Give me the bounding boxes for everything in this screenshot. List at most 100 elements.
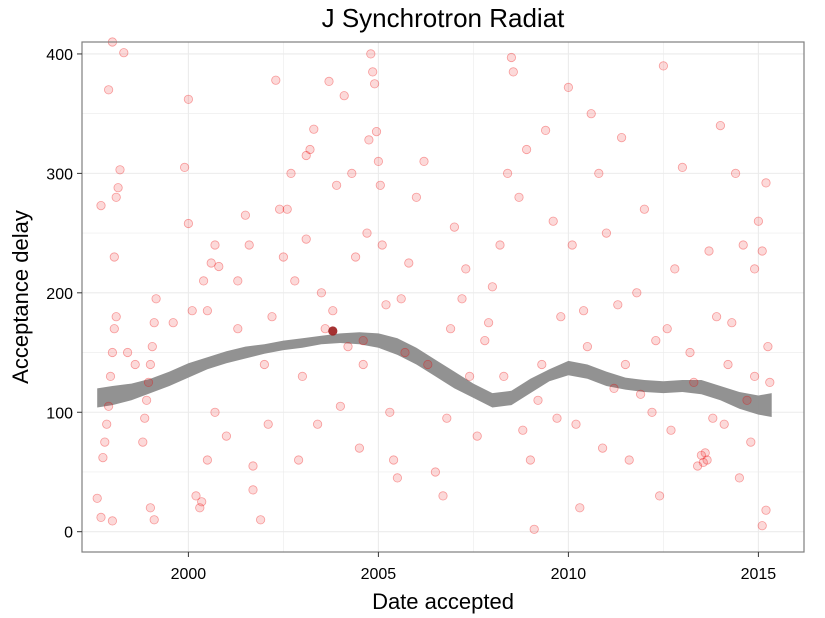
data-point bbox=[301, 150, 311, 161]
data-point bbox=[168, 318, 178, 328]
data-point bbox=[339, 91, 349, 101]
data-point bbox=[552, 413, 562, 423]
data-point bbox=[290, 276, 300, 286]
data-point bbox=[442, 413, 452, 423]
y-axis-title: Acceptance delay bbox=[8, 210, 33, 384]
data-point bbox=[362, 228, 372, 238]
data-point bbox=[601, 228, 612, 238]
data-point bbox=[423, 359, 433, 370]
data-point bbox=[704, 246, 714, 256]
data-point bbox=[480, 335, 490, 346]
data-point bbox=[392, 473, 402, 483]
data-point bbox=[145, 503, 155, 513]
data-point bbox=[274, 204, 285, 214]
data-point bbox=[567, 240, 577, 250]
data-point bbox=[639, 204, 650, 214]
data-point bbox=[354, 443, 364, 453]
data-point bbox=[400, 347, 410, 358]
data-point-highlighted bbox=[328, 326, 338, 336]
data-point bbox=[364, 135, 374, 145]
data-point bbox=[620, 359, 631, 370]
data-point bbox=[210, 240, 220, 250]
data-point bbox=[761, 178, 771, 188]
data-point bbox=[347, 168, 357, 178]
data-point bbox=[331, 180, 342, 190]
data-point bbox=[115, 165, 125, 175]
data-point bbox=[719, 419, 729, 429]
data-point bbox=[214, 261, 224, 272]
data-point bbox=[685, 347, 695, 358]
data-point bbox=[366, 49, 376, 59]
data-point bbox=[282, 204, 292, 214]
data-point bbox=[109, 252, 119, 262]
data-point bbox=[715, 121, 726, 131]
data-point bbox=[145, 359, 155, 370]
data-point bbox=[96, 512, 106, 523]
x-tick-label: 2000 bbox=[171, 566, 207, 583]
y-tick-label: 0 bbox=[64, 525, 73, 542]
data-point bbox=[616, 133, 627, 143]
data-point bbox=[698, 457, 708, 467]
data-point bbox=[206, 258, 216, 268]
data-point bbox=[556, 312, 566, 322]
data-point bbox=[594, 168, 604, 178]
data-point bbox=[301, 234, 311, 244]
data-point bbox=[328, 306, 338, 316]
data-point bbox=[765, 377, 775, 387]
data-point bbox=[149, 318, 159, 328]
x-axis-title: Date accepted bbox=[372, 589, 514, 614]
data-point bbox=[293, 455, 304, 465]
data-point bbox=[582, 341, 593, 352]
data-point bbox=[140, 413, 150, 423]
y-tick-label: 400 bbox=[46, 47, 73, 64]
data-point bbox=[464, 371, 475, 381]
data-point bbox=[244, 240, 254, 250]
y-tick-label: 200 bbox=[46, 286, 73, 303]
data-point bbox=[191, 491, 201, 501]
data-point bbox=[692, 461, 703, 471]
data-point bbox=[107, 516, 118, 526]
data-point bbox=[104, 401, 114, 411]
data-point bbox=[180, 162, 190, 172]
data-point bbox=[210, 407, 220, 417]
panel-background bbox=[82, 42, 804, 552]
data-point bbox=[529, 524, 539, 534]
grid-lines bbox=[82, 42, 804, 552]
data-point bbox=[651, 335, 661, 346]
chart-title: J Synchrotron Radiat bbox=[322, 3, 566, 33]
data-point bbox=[377, 240, 387, 250]
data-point bbox=[689, 377, 699, 387]
data-point bbox=[711, 312, 722, 322]
data-point bbox=[111, 312, 121, 322]
data-point bbox=[723, 359, 733, 370]
data-point bbox=[502, 168, 513, 178]
data-point bbox=[632, 288, 642, 298]
data-point bbox=[111, 192, 121, 202]
data-point bbox=[233, 276, 243, 286]
data-point bbox=[749, 371, 760, 381]
data-point bbox=[358, 335, 368, 346]
data-point bbox=[92, 493, 102, 503]
data-point bbox=[358, 359, 368, 370]
data-point bbox=[183, 218, 193, 229]
data-point bbox=[100, 437, 110, 447]
data-point bbox=[624, 455, 634, 465]
data-point bbox=[533, 395, 543, 405]
y-tick-label: 300 bbox=[46, 166, 73, 183]
smooth-band-layer bbox=[97, 332, 772, 417]
data-point bbox=[411, 192, 421, 202]
data-point bbox=[259, 359, 269, 370]
data-point bbox=[267, 312, 277, 322]
data-point bbox=[506, 52, 516, 63]
data-point bbox=[197, 497, 207, 507]
data-point bbox=[563, 82, 574, 93]
data-point bbox=[757, 521, 767, 531]
data-point bbox=[312, 419, 323, 429]
data-point bbox=[138, 437, 148, 447]
data-point bbox=[525, 455, 536, 465]
data-point bbox=[130, 359, 140, 370]
data-point bbox=[514, 192, 524, 202]
data-point bbox=[730, 168, 741, 178]
data-point bbox=[305, 144, 315, 155]
